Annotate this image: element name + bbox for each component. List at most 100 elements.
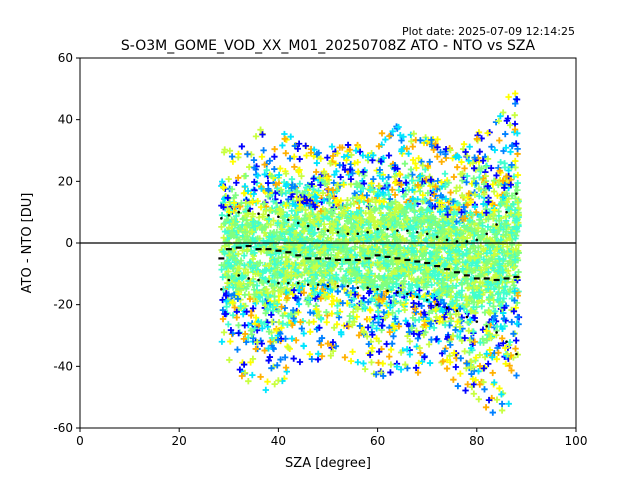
scatter-point: [423, 283, 430, 291]
scatter-point: [417, 232, 425, 239]
scatter-point: [265, 238, 272, 245]
y-tick-label: 60: [58, 51, 73, 65]
scatter-point: [281, 304, 289, 312]
scatter-point: [470, 175, 477, 182]
scatter-point: [510, 173, 518, 180]
scatter-point: [347, 210, 355, 218]
scatter-point: [435, 289, 442, 296]
scatter-point: [413, 164, 420, 172]
scatter-point: [237, 302, 244, 310]
scatter-point: [368, 245, 376, 253]
scatter-point: [467, 316, 474, 323]
scatter-point: [446, 311, 454, 318]
scatter-point: [330, 220, 337, 228]
scatter-point: [409, 143, 416, 150]
scatter-point: [403, 145, 410, 152]
scatter-point: [415, 223, 422, 231]
scatter-point: [298, 172, 305, 180]
scatter-point: [438, 178, 445, 186]
scatter-point: [369, 331, 376, 338]
scatter-point: [501, 184, 508, 192]
upper-marker: [376, 227, 379, 231]
scatter-point: [502, 360, 509, 367]
scatter-point: [408, 275, 415, 283]
scatter-point: [499, 109, 507, 116]
scatter-point: [500, 315, 508, 322]
scatter-point: [499, 269, 507, 276]
scatter-point: [416, 188, 424, 195]
scatter-point: [336, 161, 343, 169]
scatter-point: [489, 409, 496, 416]
scatter-point: [476, 193, 483, 200]
scatter-point: [250, 156, 258, 164]
scatter-point: [302, 142, 309, 150]
scatter-point: [295, 309, 302, 316]
scatter-point: [452, 311, 460, 318]
scatter-point: [414, 369, 422, 376]
scatter-point: [466, 349, 473, 356]
scatter-point: [278, 189, 285, 196]
scatter-point: [335, 249, 342, 257]
scatter-point: [313, 159, 321, 167]
scatter-point: [308, 180, 316, 188]
scatter-point: [328, 226, 336, 234]
lower-marker: [515, 352, 518, 356]
scatter-point: [375, 143, 383, 150]
scatter-point: [307, 328, 314, 335]
scatter-point: [346, 166, 354, 173]
scatter-point: [383, 340, 390, 348]
scatter-point: [321, 180, 329, 187]
scatter-point: [435, 270, 443, 278]
scatter-point: [496, 137, 503, 144]
scatter-point: [433, 248, 440, 255]
scatter-point: [402, 296, 410, 304]
scatter-point: [319, 286, 326, 293]
scatter-point: [244, 221, 251, 228]
scatter-point: [261, 223, 269, 230]
scatter-point: [507, 181, 515, 188]
scatter-point: [470, 390, 478, 397]
scatter-point: [262, 309, 269, 317]
scatter-point: [360, 360, 367, 367]
scatter-point: [372, 295, 379, 302]
scatter-point: [301, 227, 308, 235]
scatter-point: [384, 262, 391, 270]
scatter-point: [388, 340, 396, 347]
scatter-point: [420, 227, 427, 234]
scatter-point: [277, 330, 284, 337]
scatter-point: [315, 220, 322, 227]
scatter-point: [409, 281, 416, 289]
scatter-point: [462, 387, 469, 394]
scatter-point: [252, 345, 259, 353]
scatter-point: [288, 269, 295, 276]
scatter-point: [281, 354, 289, 361]
scatter-point: [509, 142, 516, 149]
scatter-point: [512, 304, 519, 311]
scatter-point: [463, 297, 471, 304]
scatter-point: [452, 153, 459, 161]
scatter-point: [485, 215, 492, 223]
scatter-point: [440, 300, 447, 307]
scatter-point: [310, 146, 318, 153]
upper-marker: [406, 229, 409, 232]
scatter-point: [313, 312, 321, 319]
scatter-point: [434, 144, 441, 151]
scatter-point: [410, 130, 417, 137]
scatter-point: [321, 209, 328, 216]
scatter-point: [389, 309, 396, 316]
scatter-point: [493, 245, 501, 252]
scatter-point: [243, 308, 250, 315]
scatter-point: [278, 303, 285, 310]
scatter-point: [467, 358, 475, 365]
scatter-point: [489, 264, 497, 272]
scatter-point: [430, 146, 437, 153]
scatter-point: [387, 361, 395, 368]
scatter-point: [427, 176, 435, 183]
scatter-point: [310, 152, 317, 160]
scatter-point: [513, 372, 520, 379]
scatter-point: [366, 306, 374, 313]
scatter-point: [512, 206, 519, 214]
scatter-point: [495, 349, 502, 356]
scatter-point: [279, 142, 286, 149]
scatter-point: [296, 195, 303, 203]
